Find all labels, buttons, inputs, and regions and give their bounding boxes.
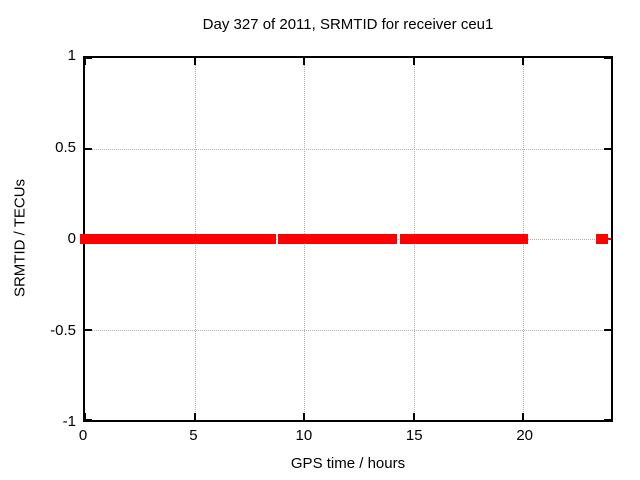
- data-segment: [277, 234, 398, 244]
- x-tick-label: 20: [516, 427, 533, 444]
- y-tick-label: 0.5: [55, 138, 76, 156]
- x-tick-label: 10: [295, 427, 313, 444]
- x-tick-mark-mirror: [193, 58, 196, 65]
- gridline-horizontal: [85, 329, 611, 331]
- y-tick-mark-mirror: [604, 147, 611, 150]
- y-axis-tick-labels: 1 0.5 0 -0.5 -1: [0, 47, 76, 430]
- x-axis-label: GPS time / hours: [290, 455, 406, 472]
- gridline-horizontal: [85, 148, 611, 150]
- plot-area: [80, 56, 613, 422]
- y-tick-mark-mirror: [604, 57, 611, 59]
- chart-title: Day 327 of 2011, SRMTID for receiver ceu…: [202, 16, 494, 33]
- y-tick-mark: [85, 57, 92, 59]
- data-segment: [595, 234, 608, 244]
- x-tick-mark-mirror: [303, 58, 306, 65]
- x-tick-mark: [522, 413, 525, 420]
- data-segment: [80, 234, 276, 244]
- x-tick-mark-mirror: [522, 58, 525, 65]
- x-tick-mark: [412, 413, 415, 420]
- x-tick-mark: [84, 413, 86, 420]
- y-tick-label: -1: [62, 413, 76, 430]
- y-tick-mark-mirror: [604, 419, 611, 421]
- y-tick-mark: [85, 328, 92, 331]
- y-tick-label: 1: [67, 47, 76, 64]
- y-tick-mark-mirror: [604, 328, 611, 331]
- y-tick-mark: [85, 419, 92, 421]
- x-tick-mark-mirror: [84, 58, 86, 65]
- x-tick-mark-mirror: [412, 58, 415, 65]
- x-tick-label: 0: [78, 427, 88, 444]
- y-tick-mark: [85, 147, 92, 150]
- x-axis-tick-labels: 0 5 10 15 20: [79, 427, 613, 445]
- y-tick-label: 0: [67, 230, 76, 247]
- x-tick-label: 15: [405, 427, 423, 444]
- x-tick-mark: [303, 413, 306, 420]
- y-tick-label: -0.5: [50, 321, 76, 339]
- x-tick-mark: [193, 413, 196, 420]
- x-tick-label: 5: [189, 427, 198, 444]
- data-segment: [399, 234, 528, 244]
